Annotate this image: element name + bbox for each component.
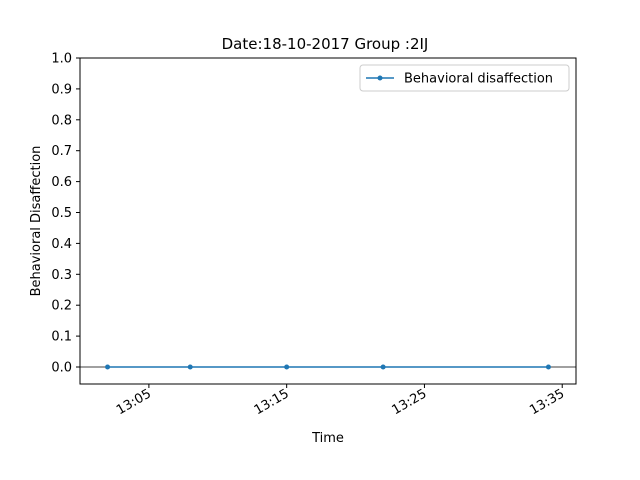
plot-area: 0.0 0.1 0.2 0.3 0.4 0.5 0.6 0.7 0.8 0.9 1.0 13:05 13… (51, 52, 577, 418)
legend-marker (377, 75, 383, 81)
data-point (545, 364, 551, 370)
y-tick-label: 0.1 (51, 330, 72, 345)
x-axis-label: Time (311, 431, 344, 446)
y-tick-label: 0.5 (51, 206, 72, 221)
y-tick-label: 0.3 (51, 268, 72, 283)
y-tick-label: 0.8 (51, 113, 72, 128)
legend-box (359, 64, 570, 92)
axes-frame (79, 57, 577, 385)
x-tick-label: 13:05 (114, 386, 154, 418)
x-tick-label: 13:25 (389, 386, 429, 418)
y-tick-label: 0.0 (51, 361, 72, 376)
y-tick-label: 0.7 (51, 144, 72, 159)
x-tick-label: 13:15 (252, 386, 292, 418)
data-point (105, 364, 111, 370)
y-tick-label: 0.2 (51, 299, 72, 314)
y-tick-label: 0.4 (51, 237, 72, 252)
data-point (284, 364, 290, 370)
y-tick-label: 1.0 (51, 52, 72, 67)
x-tick-label: 13:35 (527, 386, 567, 418)
data-point (380, 364, 386, 370)
y-axis-label: Behavioral Disaffection (29, 146, 44, 297)
data-point (187, 364, 193, 370)
y-tick-label: 0.6 (51, 175, 72, 190)
legend-label: Behavioral disaffection (404, 72, 553, 87)
y-tick-label: 0.9 (51, 82, 72, 97)
chart-title: Date:18-10-2017 Group :2IJ (222, 35, 429, 53)
